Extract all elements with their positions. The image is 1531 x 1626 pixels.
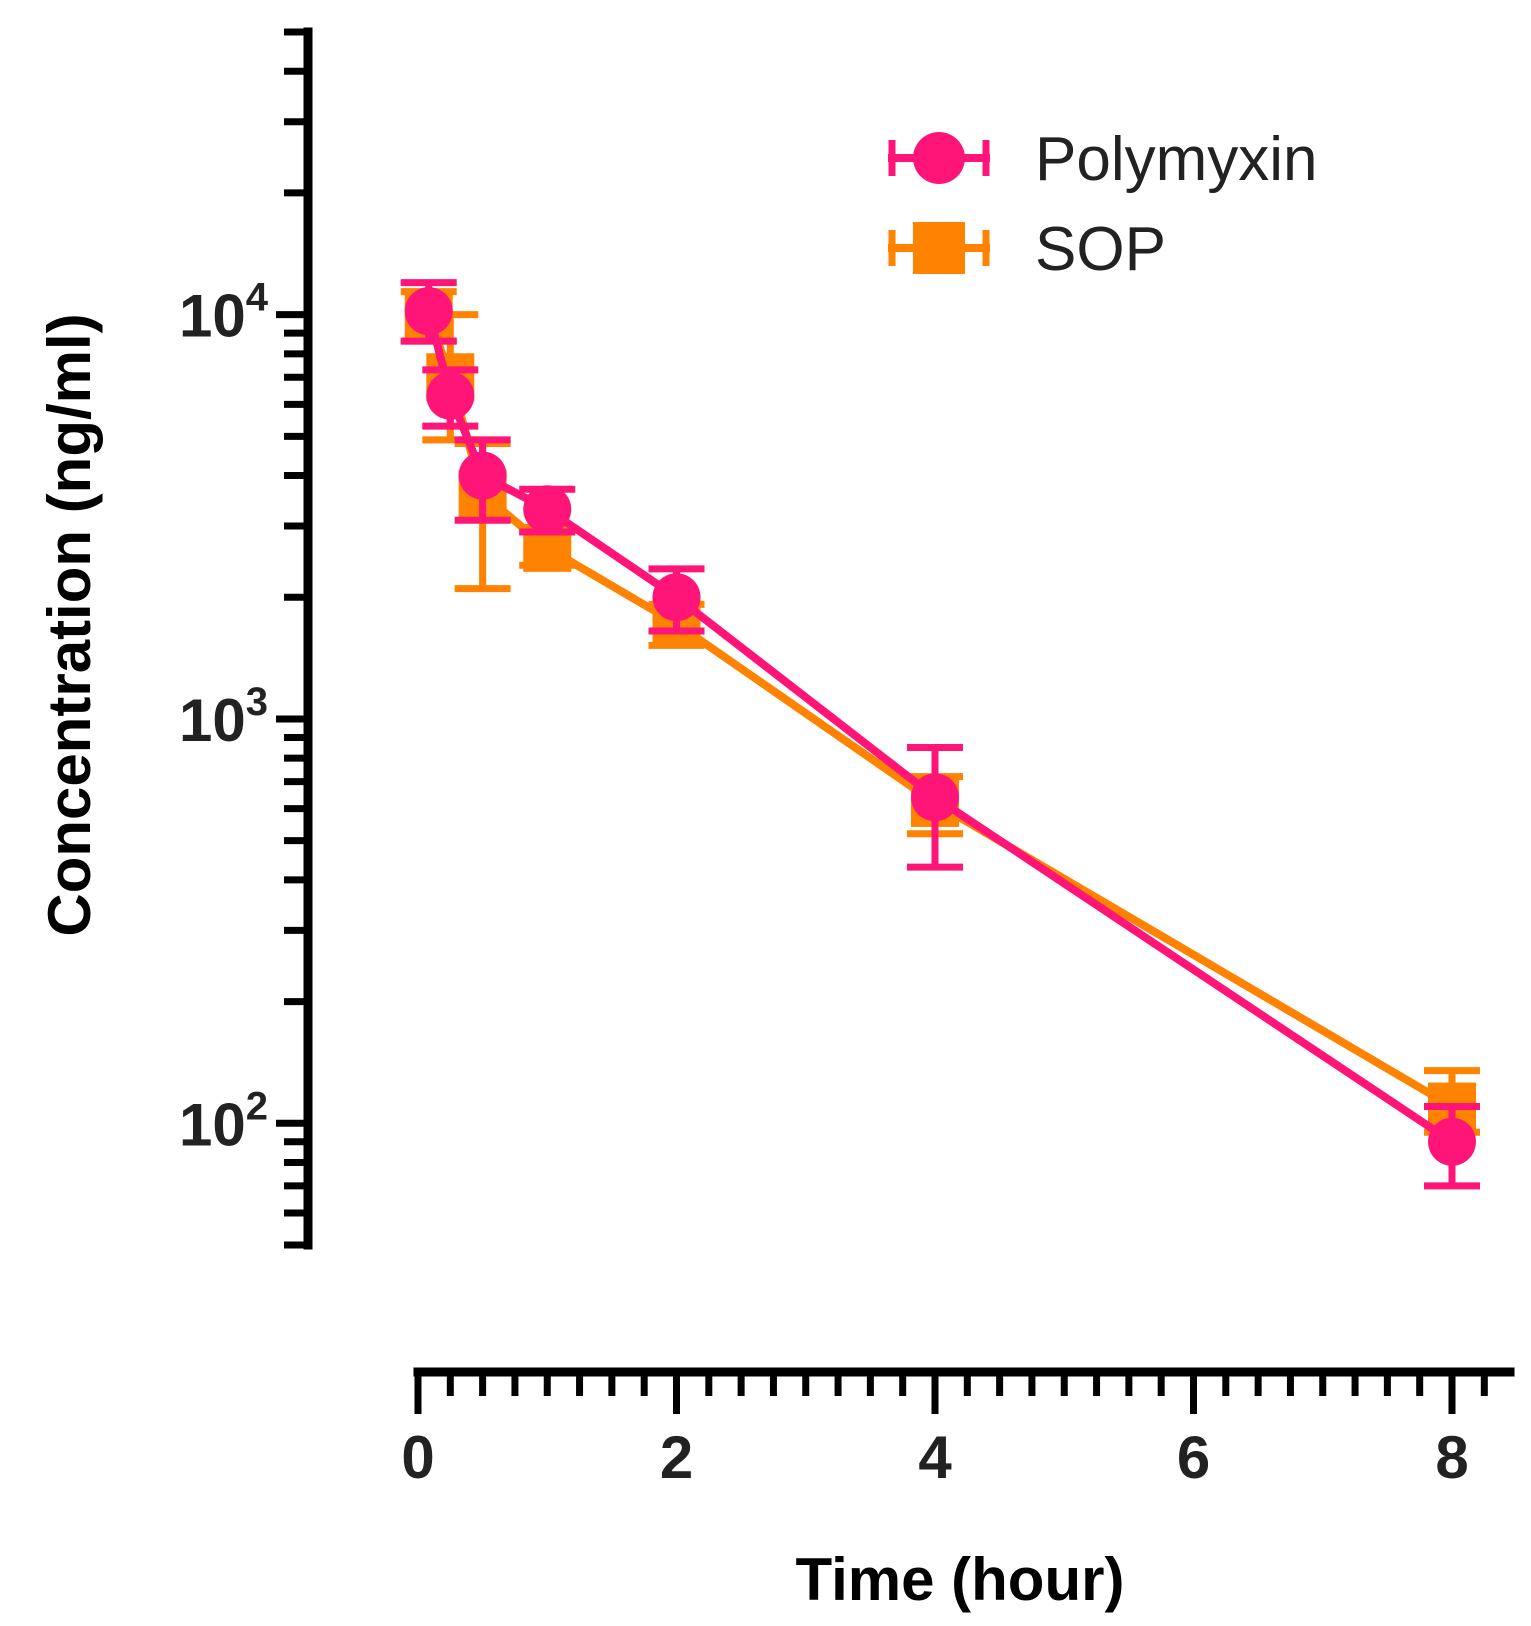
x-tick-label: 6	[1177, 1424, 1210, 1491]
legend-marker	[913, 222, 965, 274]
x-axis-title: Time (hour)	[796, 1546, 1125, 1613]
x-tick-label: 2	[660, 1424, 693, 1491]
legend: Polymyxin SOP	[888, 125, 1318, 284]
data-point	[523, 485, 572, 534]
series-line	[424, 313, 1455, 1111]
data-point	[652, 573, 701, 622]
x-axis: 0 2 4 6 8	[401, 1367, 1515, 1491]
data-point	[426, 371, 475, 420]
y-axis-title: Concentration (ng/ml)	[36, 313, 103, 936]
series-sop	[400, 288, 1480, 1136]
legend-label: Polymyxin	[1035, 125, 1318, 194]
data-point	[911, 773, 959, 822]
y-tick-label: 103	[179, 680, 268, 754]
x-tick-label: 0	[401, 1424, 434, 1491]
y-ticks: 102 103 104	[179, 28, 308, 1249]
data-point	[458, 451, 507, 500]
legend-label: SOP	[1035, 215, 1166, 284]
legend-marker	[913, 132, 965, 184]
x-ticks: 0 2 4 6 8	[401, 1372, 1488, 1491]
y-axis: 102 103 104	[179, 27, 313, 1250]
x-tick-label: 4	[918, 1424, 952, 1491]
series-layer	[400, 279, 1480, 1190]
series-polymyxin	[400, 279, 1480, 1190]
legend-item-sop: SOP	[888, 215, 1166, 284]
data-point	[1428, 1117, 1476, 1166]
y-tick-label: 104	[179, 276, 269, 350]
y-tick-label: 102	[179, 1084, 268, 1158]
legend-item-polymyxin: Polymyxin	[888, 125, 1318, 194]
data-point	[404, 287, 453, 336]
x-tick-label: 8	[1435, 1424, 1468, 1491]
